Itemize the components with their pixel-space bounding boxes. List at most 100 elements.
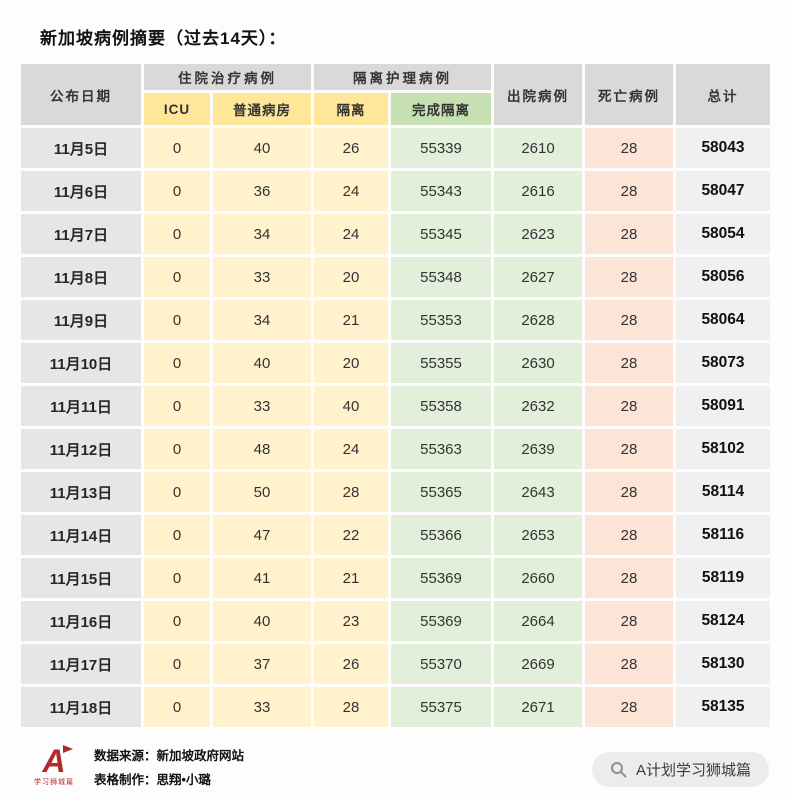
total-cell: 58116 [676,515,770,555]
icu-cell: 0 [144,601,210,641]
icu-cell: 0 [144,386,210,426]
general-ward-cell: 48 [213,429,311,469]
table-row: 11月6日 0 36 24 55343 2616 28 58047 [21,171,770,211]
discharged-cell: 2671 [494,687,582,727]
discharged-cell: 2630 [494,343,582,383]
isolation-cell: 28 [314,687,388,727]
header-deaths: 死亡病例 [585,64,673,125]
table-row: 11月7日 0 34 24 55345 2623 28 58054 [21,214,770,254]
deaths-cell: 28 [585,687,673,727]
header-publish-date: 公布日期 [21,64,141,125]
wechat-account-label: A计划学习狮城篇 [635,761,751,779]
isolation-cell: 28 [314,472,388,512]
total-cell: 58043 [676,128,770,168]
deaths-cell: 28 [585,128,673,168]
total-cell: 58047 [676,171,770,211]
general-ward-cell: 40 [213,343,311,383]
discharged-cell: 2628 [494,300,582,340]
completed-isolation-cell: 55358 [391,386,491,426]
date-cell: 11月18日 [21,687,141,727]
deaths-cell: 28 [585,644,673,684]
isolation-cell: 23 [314,601,388,641]
date-cell: 11月16日 [21,601,141,641]
date-cell: 11月12日 [21,429,141,469]
header-isolation: 隔离 [314,93,388,125]
completed-isolation-cell: 55369 [391,558,491,598]
total-cell: 58064 [676,300,770,340]
brand-logo: A 学习狮城篇 [26,743,82,795]
general-ward-cell: 40 [213,601,311,641]
isolation-cell: 20 [314,257,388,297]
table-row: 11月15日 0 41 21 55369 2660 28 58119 [21,558,770,598]
icu-cell: 0 [144,558,210,598]
general-ward-cell: 36 [213,171,311,211]
discharged-cell: 2664 [494,601,582,641]
footer-credits-block: A 学习狮城篇 数据来源：新加坡政府网站 表格制作：思翔•小璐 [26,743,244,795]
header-isolation-group: 隔离护理病例 [314,64,491,90]
table-row: 11月14日 0 47 22 55366 2653 28 58116 [21,515,770,555]
isolation-cell: 26 [314,128,388,168]
total-cell: 58073 [676,343,770,383]
icu-cell: 0 [144,128,210,168]
icu-cell: 0 [144,472,210,512]
isolation-cell: 24 [314,214,388,254]
general-ward-cell: 47 [213,515,311,555]
isolation-cell: 24 [314,429,388,469]
icu-cell: 0 [144,644,210,684]
total-cell: 58124 [676,601,770,641]
table-credit-text: 表格制作：思翔•小璐 [94,773,211,787]
deaths-cell: 28 [585,472,673,512]
discharged-cell: 2610 [494,128,582,168]
total-cell: 58130 [676,644,770,684]
completed-isolation-cell: 55375 [391,687,491,727]
table-body: 11月5日 0 40 26 55339 2610 28 58043 11月6日 0 36 24 5534… [21,128,770,727]
icu-cell: 0 [144,515,210,555]
date-cell: 11月13日 [21,472,141,512]
logo-caption: 学习狮城篇 [34,779,74,786]
completed-isolation-cell: 55353 [391,300,491,340]
completed-isolation-cell: 55343 [391,171,491,211]
discharged-cell: 2669 [494,644,582,684]
credit-lines: 数据来源：新加坡政府网站 表格制作：思翔•小璐 [94,745,244,793]
discharged-cell: 2623 [494,214,582,254]
deaths-cell: 28 [585,515,673,555]
discharged-cell: 2653 [494,515,582,555]
footer: A 学习狮城篇 数据来源：新加坡政府网站 表格制作：思翔•小璐 A计划学习狮城篇 [18,730,773,795]
table-row: 11月16日 0 40 23 55369 2664 28 58124 [21,601,770,641]
date-cell: 11月11日 [21,386,141,426]
general-ward-cell: 33 [213,386,311,426]
isolation-cell: 21 [314,300,388,340]
total-cell: 58056 [676,257,770,297]
total-cell: 58114 [676,472,770,512]
deaths-cell: 28 [585,386,673,426]
header-icu: ICU [144,93,210,125]
table-row: 11月13日 0 50 28 55365 2643 28 58114 [21,472,770,512]
total-cell: 58119 [676,558,770,598]
header-general-ward: 普通病房 [213,93,311,125]
date-cell: 11月14日 [21,515,141,555]
general-ward-cell: 40 [213,128,311,168]
discharged-cell: 2632 [494,386,582,426]
table-row: 11月11日 0 33 40 55358 2632 28 58091 [21,386,770,426]
discharged-cell: 2627 [494,257,582,297]
header-completed-isolation: 完成隔离 [391,93,491,125]
date-cell: 11月5日 [21,128,141,168]
table-row: 11月8日 0 33 20 55348 2627 28 58056 [21,257,770,297]
isolation-cell: 24 [314,171,388,211]
wechat-search-bar[interactable]: A计划学习狮城篇 [591,751,769,787]
completed-isolation-cell: 55348 [391,257,491,297]
table-row: 11月9日 0 34 21 55353 2628 28 58064 [21,300,770,340]
table-row: 11月17日 0 37 26 55370 2669 28 58130 [21,644,770,684]
deaths-cell: 28 [585,558,673,598]
general-ward-cell: 33 [213,687,311,727]
deaths-cell: 28 [585,601,673,641]
completed-isolation-cell: 55370 [391,644,491,684]
completed-isolation-cell: 55339 [391,128,491,168]
page-title: 新加坡病例摘要（过去14天）： [40,29,287,48]
icu-cell: 0 [144,687,210,727]
deaths-cell: 28 [585,429,673,469]
table-row: 11月5日 0 40 26 55339 2610 28 58043 [21,128,770,168]
table-row: 11月18日 0 33 28 55375 2671 28 58135 [21,687,770,727]
header-hospitalized-group: 住院治疗病例 [144,64,311,90]
